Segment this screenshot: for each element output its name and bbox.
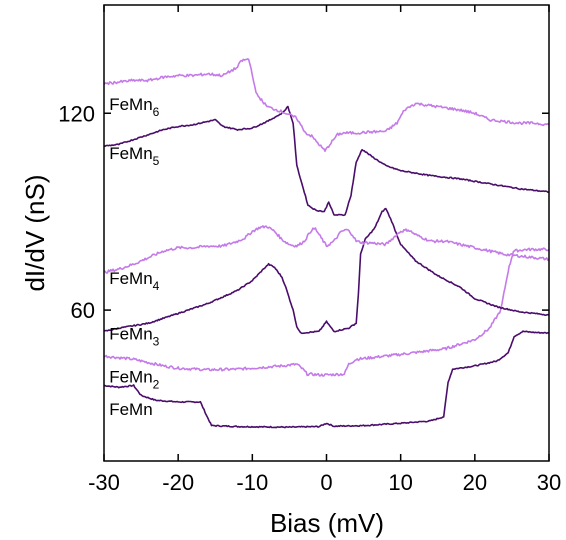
series-line-femn3 bbox=[104, 209, 549, 334]
series-label-femn6: FeMn6 bbox=[109, 95, 159, 119]
series-line-femn5 bbox=[104, 107, 549, 216]
x-tick-label: -20 bbox=[162, 470, 194, 495]
series-lines bbox=[104, 59, 549, 428]
series-line-femn4 bbox=[104, 226, 549, 273]
series-label-femn5: FeMn5 bbox=[109, 144, 159, 168]
x-tick-label: -30 bbox=[88, 470, 120, 495]
series-label-femn: FeMn bbox=[109, 400, 152, 419]
x-tick-label: 30 bbox=[537, 470, 561, 495]
y-axis-title: dI/dV (nS) bbox=[20, 174, 50, 291]
x-tick-label: 0 bbox=[320, 470, 332, 495]
x-tick-label: -10 bbox=[236, 470, 268, 495]
y-tick-label: 60 bbox=[71, 298, 95, 323]
x-tick-label: 20 bbox=[463, 470, 487, 495]
series-line-femn2 bbox=[104, 248, 549, 376]
y-tick-label: 120 bbox=[58, 101, 95, 126]
series-label-femn4: FeMn4 bbox=[109, 269, 159, 293]
x-tick-label: 10 bbox=[388, 470, 412, 495]
series-line-femn6 bbox=[104, 59, 549, 151]
plot-frame bbox=[104, 5, 549, 461]
series-line-femn bbox=[104, 331, 549, 428]
x-axis-title: Bias (mV) bbox=[270, 508, 384, 538]
series-label-femn3: FeMn3 bbox=[109, 325, 159, 349]
